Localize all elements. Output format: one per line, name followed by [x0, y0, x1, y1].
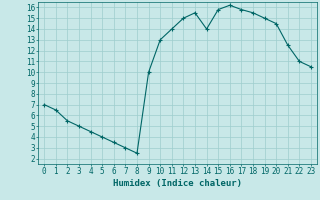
X-axis label: Humidex (Indice chaleur): Humidex (Indice chaleur) — [113, 179, 242, 188]
